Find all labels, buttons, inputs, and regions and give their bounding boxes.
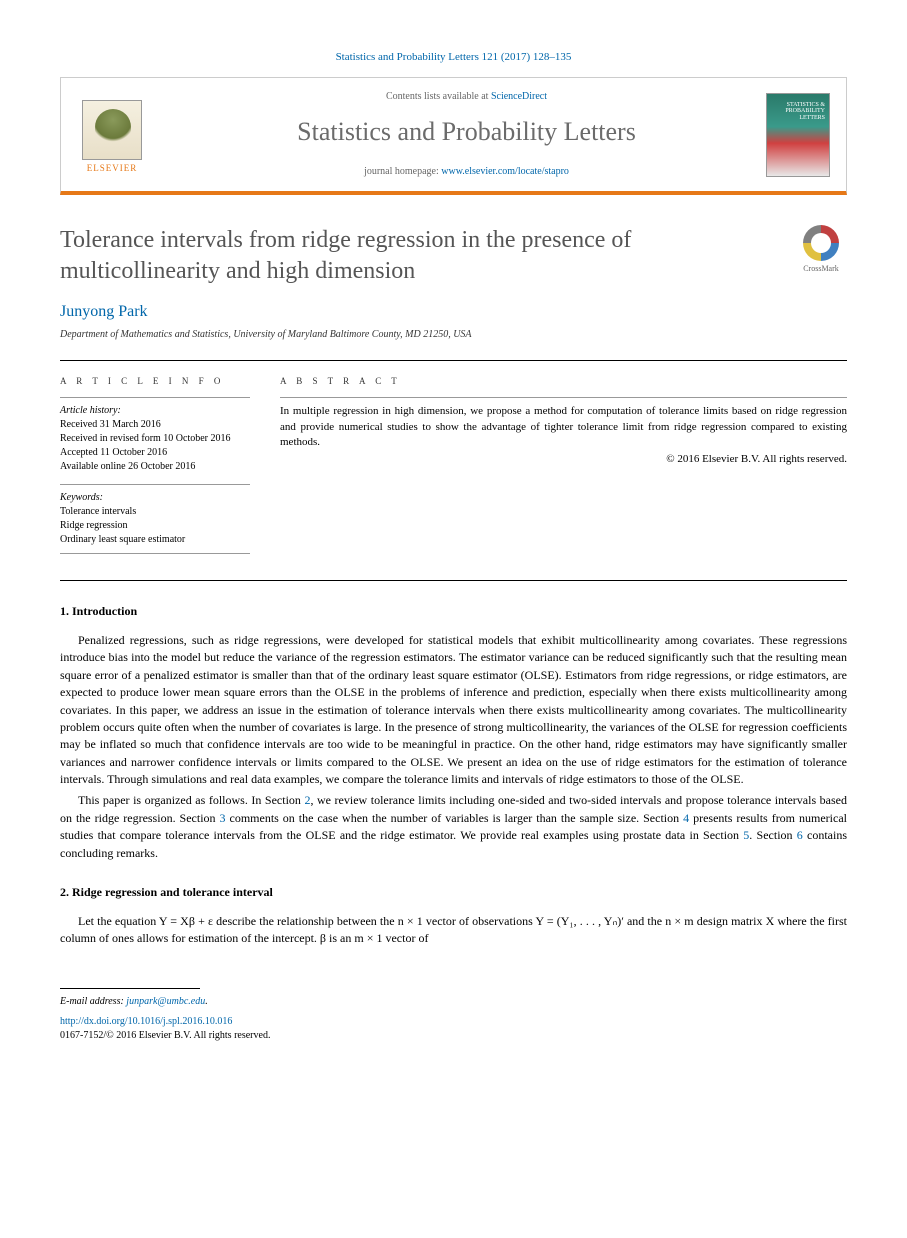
homepage-prefix: journal homepage: [364, 166, 441, 177]
divider-top [60, 360, 847, 361]
contents-prefix: Contents lists available at [386, 91, 491, 102]
intro-paragraph-1: Penalized regressions, such as ridge reg… [60, 632, 847, 789]
divider-after-abstract [60, 580, 847, 581]
elsevier-logo: ELSEVIER [77, 95, 147, 175]
elsevier-tree-icon [82, 100, 142, 160]
journal-cover-text: STATISTICS & PROBABILITY LETTERS [771, 102, 825, 122]
footer-email-line: E-mail address: junpark@umbc.edu. [60, 995, 847, 1009]
p2-text-e: . Section [749, 828, 796, 842]
article-history-label: Article history: [60, 404, 250, 418]
received-date: Received 31 March 2016 [60, 418, 250, 432]
section-2-heading: 2. Ridge regression and tolerance interv… [60, 884, 847, 901]
keyword-3: Ordinary least square estimator [60, 533, 250, 547]
journal-header: ELSEVIER Contents lists available at Sci… [60, 77, 847, 194]
author-name: Junyong Park [60, 301, 847, 323]
section-2-paragraph-1: Let the equation Y = Xβ + ε describe the… [60, 913, 847, 948]
journal-cover-thumbnail: STATISTICS & PROBABILITY LETTERS [766, 93, 830, 177]
abstract-copyright: © 2016 Elsevier B.V. All rights reserved… [280, 452, 847, 467]
journal-homepage-link[interactable]: www.elsevier.com/locate/stapro [441, 166, 569, 177]
footer-doi-line: http://dx.doi.org/10.1016/j.spl.2016.10.… [60, 1015, 847, 1029]
keywords-label: Keywords: [60, 491, 250, 505]
email-suffix: . [205, 996, 208, 1007]
article-info-heading: A R T I C L E I N F O [60, 375, 250, 388]
online-date: Available online 26 October 2016 [60, 460, 250, 474]
footer-issn-line: 0167-7152/© 2016 Elsevier B.V. All right… [60, 1029, 847, 1043]
journal-homepage-line: journal homepage: www.elsevier.com/locat… [167, 165, 766, 179]
p2-text-a: This paper is organized as follows. In S… [78, 793, 304, 807]
journal-name: Statistics and Probability Letters [167, 114, 766, 150]
article-info-column: A R T I C L E I N F O Article history: R… [60, 375, 280, 565]
elsevier-label: ELSEVIER [87, 162, 138, 175]
email-label: E-mail address: [60, 996, 126, 1007]
keyword-1: Tolerance intervals [60, 505, 250, 519]
abstract-text: In multiple regression in high dimension… [280, 405, 847, 448]
contents-available-line: Contents lists available at ScienceDirec… [167, 90, 766, 104]
doi-link[interactable]: http://dx.doi.org/10.1016/j.spl.2016.10.… [60, 1016, 232, 1027]
crossmark-badge[interactable]: CrossMark [795, 225, 847, 274]
author-affiliation: Department of Mathematics and Statistics… [60, 328, 847, 342]
intro-paragraph-2: This paper is organized as follows. In S… [60, 792, 847, 862]
revised-date: Received in revised form 10 October 2016 [60, 432, 250, 446]
keyword-2: Ridge regression [60, 519, 250, 533]
sciencedirect-link[interactable]: ScienceDirect [491, 91, 547, 102]
article-title: Tolerance intervals from ridge regressio… [60, 225, 775, 287]
section-1-heading: 1. Introduction [60, 603, 847, 620]
citation-line: Statistics and Probability Letters 121 (… [60, 50, 847, 65]
footer-divider [60, 988, 200, 989]
author-email-link[interactable]: junpark@umbc.edu [126, 996, 205, 1007]
abstract-column: A B S T R A C T In multiple regression i… [280, 375, 847, 565]
crossmark-icon [803, 225, 839, 261]
crossmark-label: CrossMark [795, 263, 847, 274]
abstract-heading: A B S T R A C T [280, 375, 847, 388]
p2-text-c: comments on the case when the number of … [226, 811, 684, 825]
accepted-date: Accepted 11 October 2016 [60, 446, 250, 460]
